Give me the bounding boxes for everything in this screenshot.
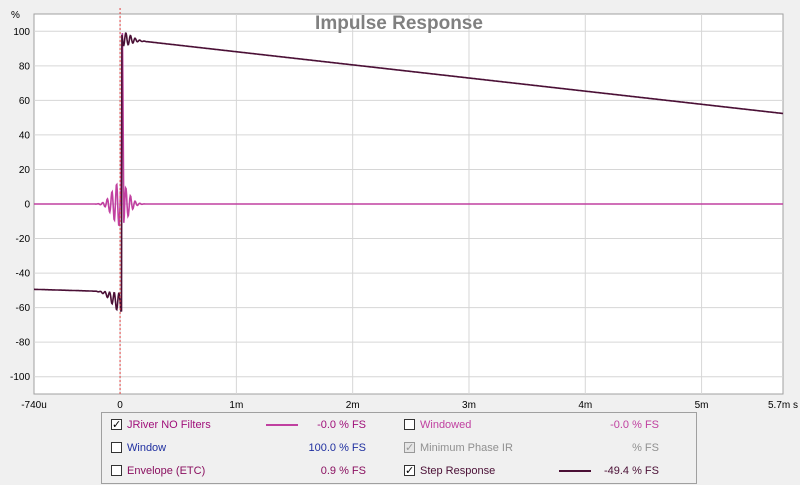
impulse-response-chart[interactable]: 100 80 60 40 20 0 -20 -40 -60 -80 -100 -740u 0 1m 2m 3…: [0, 0, 800, 410]
windowed-checkbox[interactable]: [404, 419, 415, 430]
y-tick-label: -40: [16, 269, 31, 280]
y-tick-label: -100: [10, 372, 30, 383]
window-label: Window: [127, 442, 167, 454]
jriver-checkbox[interactable]: ✓: [111, 418, 122, 431]
x-tick-label: 1m: [229, 400, 243, 410]
y-tick-label: 0: [24, 200, 30, 211]
x-tick-label: 5m: [695, 400, 709, 410]
y-tick-label: 80: [19, 61, 31, 72]
jriver-swatch: [266, 424, 298, 426]
x-tick-label: 2m: [346, 400, 360, 410]
window-value: 100.0 % FS: [308, 442, 366, 454]
legend-item-jriver[interactable]: ✓ JRiver NO Filters -0.0 % FS: [111, 417, 371, 433]
legend-item-minimum-phase[interactable]: ✓ Minimum Phase IR % FS: [404, 440, 664, 456]
x-tick-label: -740u: [21, 400, 47, 410]
y-axis-ticks: 100 80 60 40 20 0 -20 -40 -60 -80 -100: [10, 27, 30, 383]
window-checkbox[interactable]: [111, 442, 122, 453]
y-tick-label: 100: [13, 27, 30, 38]
series-jriver-no-filters-line: [34, 32, 783, 227]
step-response-label: Step Response: [420, 465, 496, 477]
y-tick-label: -20: [16, 234, 31, 245]
x-tick-label: 4m: [578, 400, 592, 410]
legend-item-window[interactable]: Window 100.0 % FS: [111, 440, 371, 456]
series-step-response-line: [34, 32, 784, 312]
y-tick-label: 20: [19, 165, 31, 176]
minimum-phase-checkbox[interactable]: ✓: [404, 441, 415, 454]
series: [34, 32, 784, 312]
envelope-label: Envelope (ETC): [127, 465, 206, 477]
legend-item-step-response[interactable]: ✓ Step Response -49.4 % FS: [404, 463, 664, 479]
envelope-checkbox[interactable]: [111, 465, 122, 476]
windowed-label: Windowed: [420, 419, 472, 431]
legend-panel: ✓ JRiver NO Filters -0.0 % FS Window 100…: [101, 412, 697, 484]
y-tick-label: 60: [19, 96, 31, 107]
legend-item-windowed[interactable]: Windowed -0.0 % FS: [404, 417, 664, 433]
y-tick-label: -60: [16, 303, 31, 314]
legend-item-envelope[interactable]: Envelope (ETC) 0.9 % FS: [111, 463, 371, 479]
chart-title: Impulse Response: [315, 13, 483, 34]
minimum-phase-value: % FS: [632, 442, 659, 454]
y-tick-label: -80: [16, 338, 31, 349]
jriver-label: JRiver NO Filters: [127, 419, 211, 431]
jriver-value: -0.0 % FS: [317, 419, 366, 431]
step-response-checkbox[interactable]: ✓: [404, 464, 415, 477]
minimum-phase-label: Minimum Phase IR: [420, 442, 513, 454]
step-response-swatch: [559, 470, 591, 472]
windowed-value: -0.0 % FS: [610, 419, 659, 431]
y-tick-label: 40: [19, 130, 31, 141]
x-tick-label: 0: [117, 400, 123, 410]
envelope-value: 0.9 % FS: [320, 465, 366, 477]
step-response-value: -49.4 % FS: [603, 465, 659, 477]
x-tick-label: 3m: [462, 400, 476, 410]
x-tick-label: 5.7m s: [768, 400, 798, 410]
x-axis-ticks: -740u 0 1m 2m 3m 4m 5m 5.7m s: [21, 400, 798, 410]
y-axis-unit: %: [11, 10, 20, 21]
